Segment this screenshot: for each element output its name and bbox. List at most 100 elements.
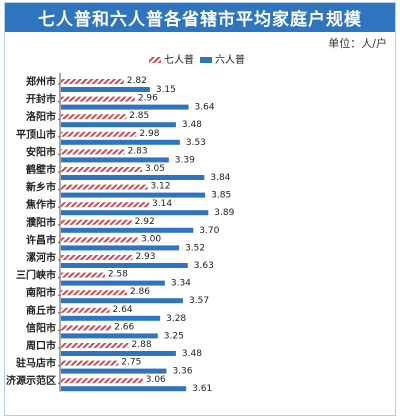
bar-sixth [61,315,161,321]
bar-sixth [61,175,205,180]
value-label-sixth: 3.25 [164,331,184,341]
value-label-seventh: 2.86 [130,287,150,297]
legend-swatch-sixth [200,57,212,63]
bar-seventh [61,96,135,102]
unit-label: 单位：人/户 [328,37,387,50]
category-label: 濮阳市 [26,216,56,229]
value-label-seventh: 2.83 [128,146,148,156]
bar-sixth [61,104,189,110]
bar-seventh [61,184,148,190]
value-label-seventh: 2.82 [127,76,147,86]
legend-swatch-seventh [149,57,161,63]
value-label-seventh: 2.58 [108,270,128,280]
bar-seventh [61,237,138,243]
bar-seventh [61,378,143,384]
category-label: 信阳市 [26,321,56,334]
bar-sixth [61,245,180,251]
legend-label-sixth: 六人普 [215,53,245,66]
value-label-sixth: 3.89 [214,208,234,218]
value-label-sixth: 3.53 [186,138,206,148]
value-label-sixth: 3.28 [166,314,186,324]
value-label-sixth: 3.70 [199,226,219,236]
value-label-sixth: 3.39 [175,155,195,165]
value-label-seventh: 2.93 [135,252,155,262]
value-label-seventh: 3.06 [146,375,166,385]
bar-sixth [61,368,167,374]
chart-title: 七人普和六人普各省辖市平均家庭户规模 [38,10,362,30]
bar-seventh [61,219,132,225]
value-label-seventh: 3.14 [152,199,172,209]
category-label: 平顶山市 [16,128,56,141]
category-label: 驻马店市 [16,357,56,370]
category-label: 南阳市 [26,286,56,299]
bar-seventh [61,255,133,260]
value-label-seventh: 3.00 [141,234,161,244]
value-label-sixth: 3.48 [182,349,202,359]
bars-group: 郑州市 2.82 3.15 开封市 2.96 3.64 洛阳市 2.85 3.48 平顶山市 2.9… [6,73,235,394]
bar-seventh [61,307,110,313]
value-label-seventh: 2.75 [121,358,141,368]
bar-sixth [61,333,158,339]
bar-sixth [61,227,194,233]
value-label-sixth: 3.15 [156,85,176,95]
category-label: 周口市 [26,339,56,352]
value-label-sixth: 3.61 [192,384,212,394]
category-label: 洛阳市 [26,110,56,123]
value-label-seventh: 3.12 [150,182,170,192]
value-label-sixth: 3.63 [194,261,214,271]
category-label: 安阳市 [26,145,56,158]
bar-sixth [61,210,209,216]
bar-seventh [61,131,137,137]
category-label: 开封市 [26,93,56,106]
bar-seventh [61,325,112,331]
value-label-seventh: 2.92 [135,217,155,227]
value-label-seventh: 2.64 [113,305,133,315]
bar-seventh [61,114,127,120]
category-label: 焦作市 [25,198,56,211]
category-label: 济源示范区 [6,374,56,387]
bar-sixth [61,87,150,92]
bar-sixth [61,263,188,268]
value-label-seventh: 3.05 [145,164,165,174]
value-label-sixth: 3.85 [211,191,231,201]
bar-seventh [61,79,124,84]
bar-sixth [61,280,165,286]
category-label: 商丘市 [26,304,56,317]
bar-sixth [61,298,184,304]
bar-sixth [61,122,176,128]
value-label-sixth: 3.64 [195,103,215,113]
category-label: 许昌市 [26,233,56,246]
value-label-sixth: 3.48 [182,120,202,130]
value-label-sixth: 3.36 [172,367,192,377]
value-label-seventh: 2.85 [129,111,149,121]
legend-label-seventh: 七人普 [164,53,194,66]
value-label-seventh: 2.66 [114,322,134,332]
category-label: 郑州市 [26,75,56,88]
value-label-seventh: 2.96 [138,94,158,104]
bar-sixth [61,139,180,145]
bar-seventh [61,360,119,366]
category-label: 鹤壁市 [25,163,56,176]
bar-sixth [61,157,169,163]
bar-seventh [61,167,142,172]
bar-seventh [61,149,125,155]
value-label-sixth: 3.84 [210,173,230,183]
title-bar: 七人普和六人普各省辖市平均家庭户规模 [5,3,395,32]
bar-sixth [61,351,176,356]
category-label: 三门峡市 [16,269,56,282]
value-label-sixth: 3.57 [189,296,209,306]
bar-sixth [61,386,187,392]
value-label-seventh: 2.98 [139,129,159,139]
legend: 七人普 六人普 [149,53,245,66]
bar-seventh [61,343,129,348]
category-label: 漯河市 [26,251,56,264]
bar-seventh [61,202,150,208]
bar-seventh [61,290,127,296]
value-label-seventh: 2.88 [132,340,152,350]
value-label-sixth: 3.34 [171,279,191,289]
bar-sixth [61,192,206,198]
value-label-sixth: 3.52 [185,243,205,253]
category-label: 新乡市 [26,181,56,194]
bar-seventh [61,272,105,278]
